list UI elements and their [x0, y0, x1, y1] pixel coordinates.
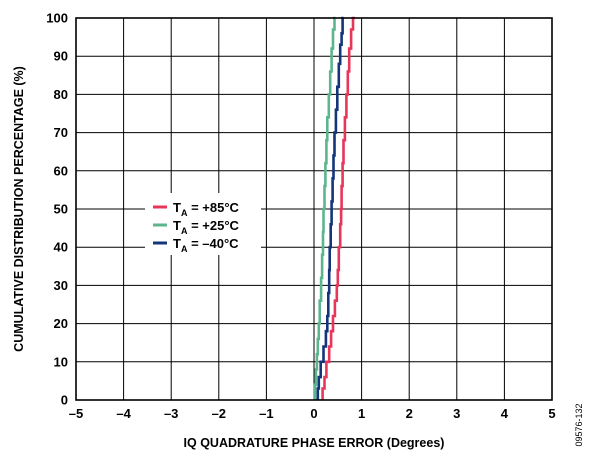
- series-lines: [313, 16, 355, 400]
- x-axis-title: IQ QUADRATURE PHASE ERROR (Degrees): [184, 436, 445, 450]
- y-tick-label: 60: [54, 163, 68, 178]
- y-tick-label: 80: [54, 87, 68, 102]
- x-tick-label: 2: [406, 406, 413, 421]
- x-tick-label: 0: [310, 406, 317, 421]
- x-tick-label: 5: [548, 406, 555, 421]
- x-tick-label: –3: [164, 406, 178, 421]
- plot-border: [75, 17, 553, 401]
- y-tick-label: 10: [54, 354, 68, 369]
- y-tick-label: 90: [54, 49, 68, 64]
- series-line-2: [316, 16, 344, 400]
- x-tick-label: 3: [453, 406, 460, 421]
- y-tick-label: 30: [54, 278, 68, 293]
- x-tick-label: –4: [116, 406, 131, 421]
- y-tick-label: 70: [54, 125, 68, 140]
- x-tick-label: –5: [69, 406, 83, 421]
- x-tick-label: –2: [212, 406, 226, 421]
- x-tick-label: –1: [259, 406, 273, 421]
- y-axis-title: CUMULATIVE DISTRIBUTION PERCENTAGE (%): [12, 66, 26, 352]
- series-line-1: [313, 16, 336, 400]
- x-tick-labels: –5 –4 –3 –2 –1 0 1 2 3 4 5: [69, 406, 556, 421]
- series-line-0: [321, 16, 355, 400]
- figure-id: 09576-132: [574, 403, 584, 446]
- legend-entry: TA = –40°C: [173, 236, 239, 254]
- y-tick-label: 50: [54, 202, 68, 217]
- legend-entry: TA = +25°C: [173, 218, 240, 236]
- x-tick-label: 4: [501, 406, 509, 421]
- legend: TA = +85°CTA = +25°CTA = –40°C: [145, 193, 261, 255]
- y-tick-label: 40: [54, 240, 68, 255]
- y-tick-label: 0: [61, 393, 68, 408]
- x-tick-label: 1: [358, 406, 365, 421]
- y-tick-label: 20: [54, 316, 68, 331]
- y-tick-labels: 0 10 20 30 40 50 60 70 80 90 100: [46, 11, 68, 408]
- legend-entry: TA = +85°C: [173, 200, 240, 218]
- y-tick-label: 100: [46, 11, 68, 26]
